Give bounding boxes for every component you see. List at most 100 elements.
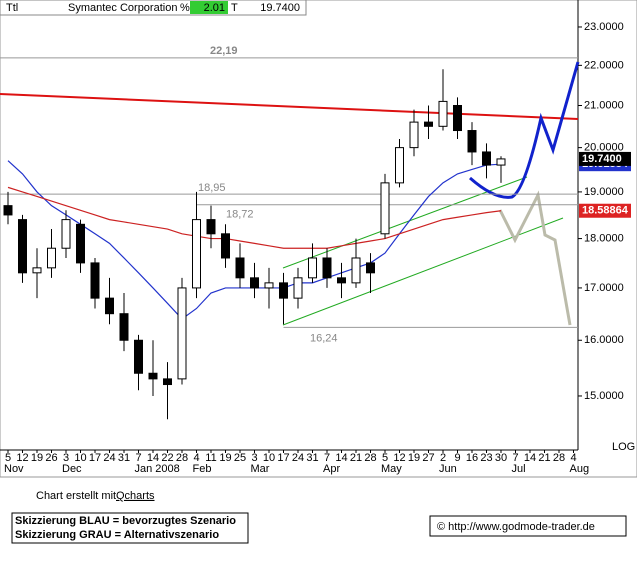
candle-body xyxy=(366,262,375,274)
moving-average xyxy=(7,186,502,249)
x-tick-label: 21 xyxy=(350,452,362,464)
x-tick-label: 19 xyxy=(219,452,231,464)
x-tick-label: 19 xyxy=(31,452,43,464)
header-pct: 2.01 xyxy=(204,2,225,14)
x-tick-label: 25 xyxy=(234,452,246,464)
chart-frame xyxy=(0,0,637,478)
candle-body xyxy=(235,257,245,279)
header-bar xyxy=(0,0,307,16)
month-label: Dec xyxy=(62,463,82,475)
x-tick-label: 14 xyxy=(335,452,347,464)
header-pct-label: % xyxy=(180,2,190,14)
month-label: Apr xyxy=(323,463,340,475)
note-box xyxy=(11,512,249,544)
scale-label: LOG xyxy=(612,441,635,453)
candle-body xyxy=(424,121,433,127)
candle-body xyxy=(206,219,216,235)
scenario-blue xyxy=(469,61,580,199)
x-tick-label: 17 xyxy=(277,452,289,464)
x-tick-label: 12 xyxy=(16,452,28,464)
y-tick-label: 18.0000 xyxy=(584,232,624,244)
candle-body xyxy=(76,223,85,264)
x-tick-label: 21 xyxy=(538,452,550,464)
channel-upper xyxy=(282,176,528,269)
level-label: 16,24 xyxy=(310,332,338,344)
y-tick-label: 15.0000 xyxy=(584,390,624,402)
candle-body xyxy=(409,121,419,149)
candle-body xyxy=(438,100,448,127)
price-tag-label: 19.7400 xyxy=(582,153,622,165)
candle-body xyxy=(90,262,100,299)
x-tick-label: 3 xyxy=(251,452,257,464)
x-tick-label: 28 xyxy=(553,452,565,464)
x-tick-label: 31 xyxy=(118,452,130,464)
y-tick-label: 21.0000 xyxy=(584,99,624,111)
y-tick-label: 19.0000 xyxy=(584,186,624,198)
price-tag xyxy=(579,151,631,166)
header-last: 19.7400 xyxy=(260,2,300,14)
x-tick-label: 14 xyxy=(524,452,536,464)
month-label: Aug xyxy=(570,463,590,475)
candle-body xyxy=(177,287,187,380)
x-tick-label: 19 xyxy=(408,452,420,464)
candle-body xyxy=(264,282,274,289)
candle-body xyxy=(192,219,201,289)
x-tick-label: 27 xyxy=(422,452,434,464)
y-tick-label: 22.0000 xyxy=(584,59,624,71)
candle-body xyxy=(308,257,317,279)
x-tick-label: 2 xyxy=(440,452,446,464)
candle-body xyxy=(496,158,506,166)
x-tick-label: 28 xyxy=(176,452,188,464)
month-label: Jul xyxy=(512,463,526,475)
y-tick-label: 23.0000 xyxy=(584,21,624,33)
x-tick-label: 7 xyxy=(324,452,330,464)
scenario-gray xyxy=(498,190,572,326)
x-tick-label: 26 xyxy=(45,452,57,464)
candle-body xyxy=(395,147,404,184)
resistance-line xyxy=(0,93,579,120)
candle-body xyxy=(250,277,259,289)
candle-body xyxy=(467,130,477,153)
month-label: Nov xyxy=(4,463,24,475)
candle-body xyxy=(148,372,158,380)
x-tick-label: 24 xyxy=(103,452,115,464)
credit-tool[interactable]: Qcharts xyxy=(116,490,155,502)
level-label: 22,19 xyxy=(210,45,238,57)
pct-box xyxy=(190,1,228,14)
x-tick-label: 9 xyxy=(454,452,460,464)
candle-body xyxy=(279,282,288,299)
candle-body xyxy=(105,297,114,315)
x-tick-label: 7 xyxy=(135,452,141,464)
x-tick-label: 23 xyxy=(480,452,492,464)
credit: Chart erstellt mit xyxy=(36,490,116,502)
candle-body xyxy=(3,205,13,216)
level-label: 18,72 xyxy=(226,209,254,221)
candle-body xyxy=(119,313,129,341)
candle-body xyxy=(293,277,303,299)
candle-body xyxy=(482,151,491,166)
x-tick-label: 17 xyxy=(89,452,101,464)
candle-body xyxy=(134,339,143,374)
header-field: Ttl xyxy=(6,2,18,14)
x-tick-label: 5 xyxy=(382,452,388,464)
x-tick-label: 7 xyxy=(512,452,518,464)
price-tag-label: 18.58864 xyxy=(582,205,629,217)
x-tick-label: 10 xyxy=(74,452,86,464)
candle-body xyxy=(61,219,71,249)
x-tick-label: 4 xyxy=(570,452,576,464)
x-tick-label: 10 xyxy=(263,452,275,464)
header-last-label: T xyxy=(231,2,238,14)
month-label: Jan 2008 xyxy=(135,463,180,475)
y-tick-label: 16.0000 xyxy=(584,334,624,346)
month-label: Feb xyxy=(193,463,212,475)
x-tick-label: 16 xyxy=(466,452,478,464)
level-label: 18,95 xyxy=(198,182,226,194)
candle-body xyxy=(163,378,172,386)
x-tick-label: 11 xyxy=(205,452,216,464)
x-tick-label: 5 xyxy=(5,452,11,464)
copyright[interactable]: © http://www.godmode-trader.de xyxy=(437,521,595,533)
note-gray: Skizzierung GRAU = Alternativszenario xyxy=(15,529,219,541)
candle-body xyxy=(221,233,230,259)
y-tick-label: 17.0000 xyxy=(584,282,624,294)
